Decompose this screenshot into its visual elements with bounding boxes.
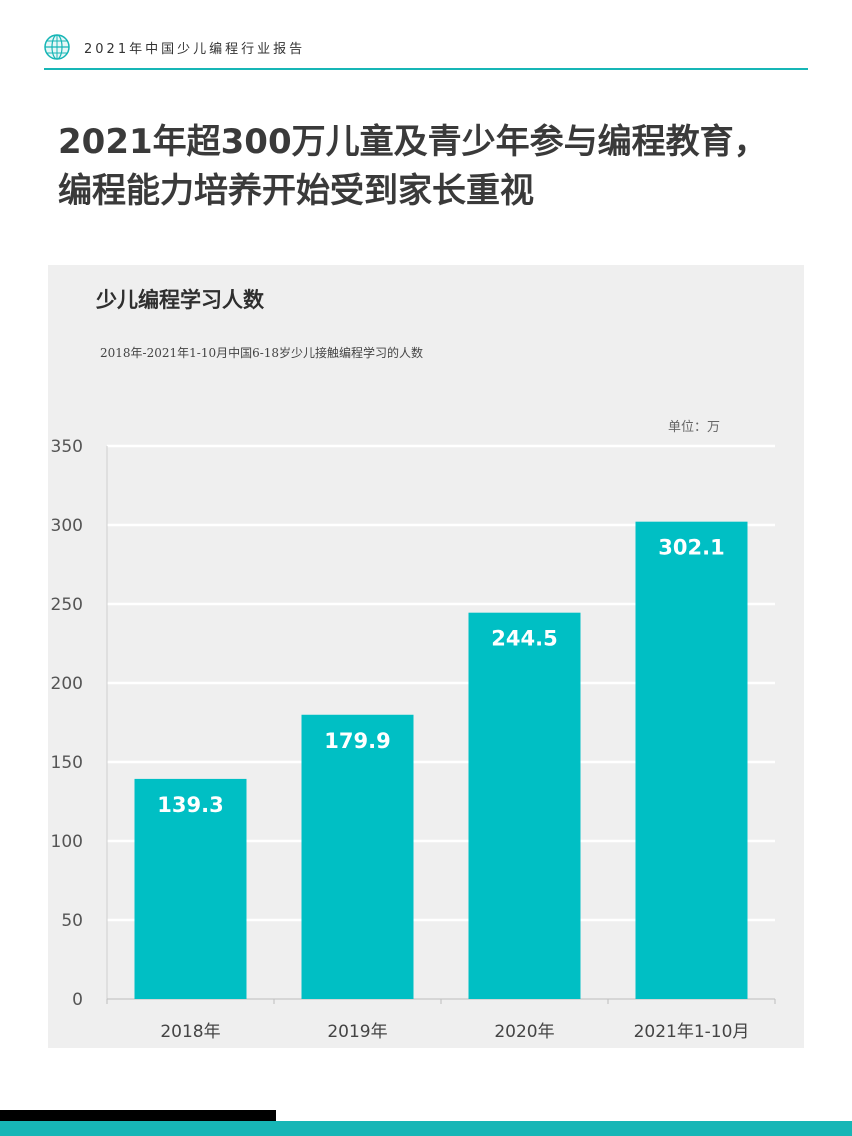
header-divider xyxy=(44,68,808,70)
bar xyxy=(134,778,247,999)
report-title: 2021年中国少儿编程行业报告 xyxy=(84,42,306,57)
y-tick-label: 200 xyxy=(51,674,83,694)
chart-title: 少儿编程学习人数 xyxy=(96,288,264,312)
footer-teal-bar xyxy=(0,1121,852,1136)
bar xyxy=(635,521,748,999)
y-tick-label: 50 xyxy=(61,911,83,931)
chart-subtitle: 2018年-2021年1-10月中国6-18岁少儿接触编程学习的人数 xyxy=(100,346,424,360)
y-tick-label: 250 xyxy=(51,595,83,615)
headline-line-1: 2021年超300万儿童及青少年参与编程教育， xyxy=(58,122,768,162)
data-label: 302.1 xyxy=(658,536,724,560)
report-header: 2021年中国少儿编程行业报告 xyxy=(44,32,808,72)
y-tick-label: 300 xyxy=(51,516,83,536)
y-tick-label: 0 xyxy=(72,990,83,1010)
x-tick-label: 2019年 xyxy=(327,1022,387,1042)
bar xyxy=(468,612,581,999)
globe-icon xyxy=(44,34,70,60)
data-label: 179.9 xyxy=(324,729,390,753)
x-tick-label: 2020年 xyxy=(494,1022,554,1042)
data-label: 139.3 xyxy=(157,793,223,817)
y-tick-label: 150 xyxy=(51,753,83,773)
bar xyxy=(301,714,414,999)
y-tick-label: 100 xyxy=(51,832,83,852)
data-label: 244.5 xyxy=(491,627,557,651)
page-headline: 2021年超300万儿童及青少年参与编程教育， 编程能力培养开始受到家长重视 xyxy=(58,118,828,216)
x-tick-label: 2018年 xyxy=(160,1022,220,1042)
x-tick-label: 2021年1-10月 xyxy=(634,1022,750,1042)
headline-line-2: 编程能力培养开始受到家长重视 xyxy=(58,171,534,211)
unit-label: 单位：万 xyxy=(668,420,721,435)
y-tick-label: 350 xyxy=(51,437,83,457)
footer-black-bar xyxy=(0,1110,276,1121)
